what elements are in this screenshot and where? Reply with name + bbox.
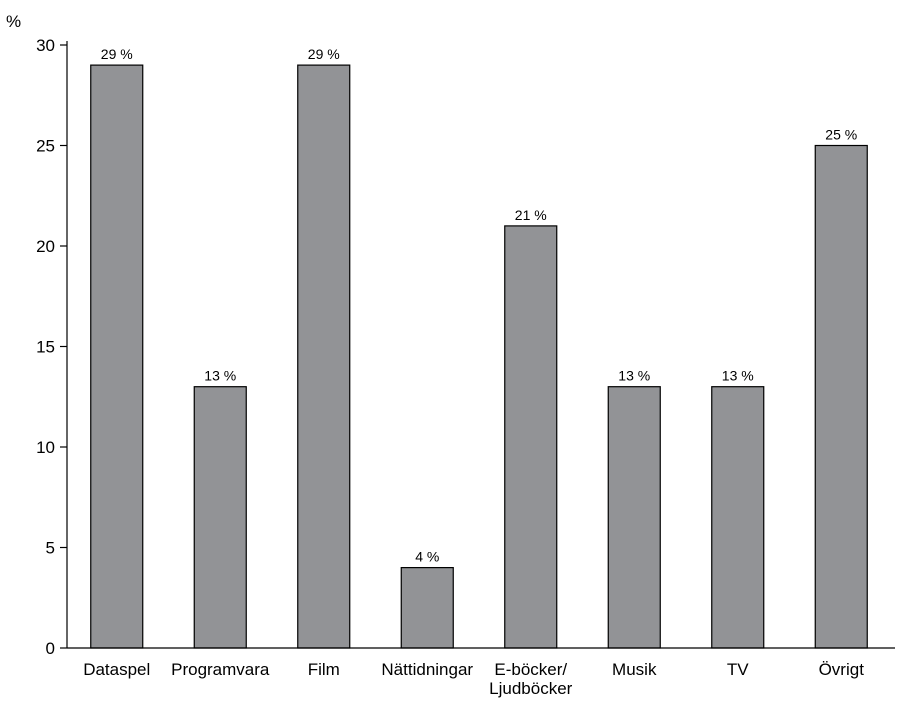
- bar-value-label: 13 %: [722, 368, 754, 384]
- bar: [297, 64, 351, 649]
- y-tick-label: 10: [36, 438, 55, 457]
- bar-value-label: 4 %: [415, 549, 439, 565]
- bar: [193, 386, 247, 649]
- bar-value-label: 29 %: [101, 46, 133, 62]
- bar: [90, 64, 144, 649]
- y-tick-label: 20: [36, 237, 55, 256]
- x-category-label: Film: [308, 660, 340, 679]
- y-tick-label: 0: [46, 639, 55, 658]
- bar-value-label: 29 %: [308, 46, 340, 62]
- bar: [711, 386, 765, 649]
- x-category-label: E-böcker/: [494, 660, 567, 679]
- bar-value-label: 13 %: [204, 368, 236, 384]
- x-category-label: Övrigt: [819, 660, 865, 679]
- y-axis: 0 5 10 15 20 25 30: [36, 36, 68, 658]
- y-tick-label: 5: [46, 539, 55, 558]
- x-category-label: Programvara: [171, 660, 270, 679]
- x-category-label: Musik: [612, 660, 657, 679]
- y-axis-unit-label: %: [6, 12, 21, 31]
- y-tick-label: 15: [36, 338, 55, 357]
- x-category-label: Nättidningar: [381, 660, 473, 679]
- x-category-label: Dataspel: [83, 660, 150, 679]
- bars: 29 % 13 % 29 % 4 % 21 % 13 % 13 % 25 %: [90, 46, 868, 649]
- bar: [400, 566, 454, 649]
- bar: [504, 225, 558, 649]
- y-tick-label: 25: [36, 137, 55, 156]
- y-tick-label: 30: [36, 36, 55, 55]
- bar: [607, 386, 661, 649]
- bar: [814, 144, 868, 649]
- x-category-label: Ljudböcker: [489, 679, 573, 698]
- bar-value-label: 13 %: [618, 368, 650, 384]
- x-category-label: TV: [727, 660, 749, 679]
- x-axis: Dataspel Programvara Film Nättidningar E-böc…: [67, 647, 895, 698]
- bar-value-label: 21 %: [515, 207, 547, 223]
- bar-value-label: 25 %: [825, 127, 857, 143]
